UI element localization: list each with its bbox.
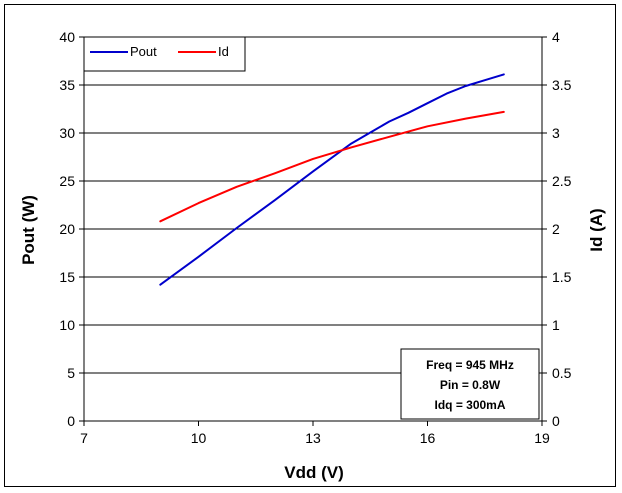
annotation-box: Freq = 945 MHz Pin = 0.8W Idq = 300mA <box>400 348 540 420</box>
y-left-tick-label: 20 <box>59 221 75 237</box>
y-left-tick-label: 35 <box>59 77 75 93</box>
annotation-idq: Idq = 300mA <box>434 398 505 412</box>
legend-label-id: Id <box>218 44 229 59</box>
series-line-pout <box>159 73 505 286</box>
tick-marks <box>79 36 547 426</box>
y-left-tick-label: 5 <box>67 365 75 381</box>
legend-label-pout: Pout <box>130 44 157 59</box>
y-left-tick-label: 15 <box>59 269 75 285</box>
y-right-tick-label: 1 <box>552 317 560 333</box>
y-right-tick-label: 2.5 <box>552 173 572 189</box>
legend-box <box>83 36 246 72</box>
annotation-frame <box>400 348 540 420</box>
x-tick-label: 19 <box>534 430 550 446</box>
tick-labels: 0 5 10 15 20 25 30 35 40 0 0.5 1 1.5 2 2.5 3 3.5 4 7 10 13 16… <box>59 29 571 446</box>
y-right-tick-label: 0.5 <box>552 365 572 381</box>
y-right-tick-label: 0 <box>552 413 560 429</box>
x-axis-title: Vdd (V) <box>284 463 344 482</box>
annotation-pin: Pin = 0.8W <box>440 378 501 392</box>
y-left-tick-label: 25 <box>59 173 75 189</box>
series-lines <box>159 73 505 286</box>
annotation-freq: Freq = 945 MHz <box>426 358 514 372</box>
y-left-tick-label: 10 <box>59 317 75 333</box>
x-tick-label: 10 <box>191 430 207 446</box>
y-left-axis-title: Pout (W) <box>19 195 38 265</box>
legend: Pout Id <box>83 36 246 72</box>
y-right-axis-title: Id (A) <box>587 208 606 251</box>
y-left-tick-label: 0 <box>67 413 75 429</box>
y-right-tick-label: 3 <box>552 125 560 141</box>
y-left-tick-label: 40 <box>59 29 75 45</box>
x-tick-label: 16 <box>420 430 436 446</box>
x-tick-label: 13 <box>305 430 321 446</box>
grid-lines <box>84 84 542 374</box>
y-right-tick-label: 2 <box>552 221 560 237</box>
y-right-tick-label: 1.5 <box>552 269 572 285</box>
y-right-tick-label: 3.5 <box>552 77 572 93</box>
x-tick-label: 7 <box>80 430 88 446</box>
y-right-tick-label: 4 <box>552 29 560 45</box>
series-line-id <box>159 110 505 223</box>
y-left-tick-label: 30 <box>59 125 75 141</box>
